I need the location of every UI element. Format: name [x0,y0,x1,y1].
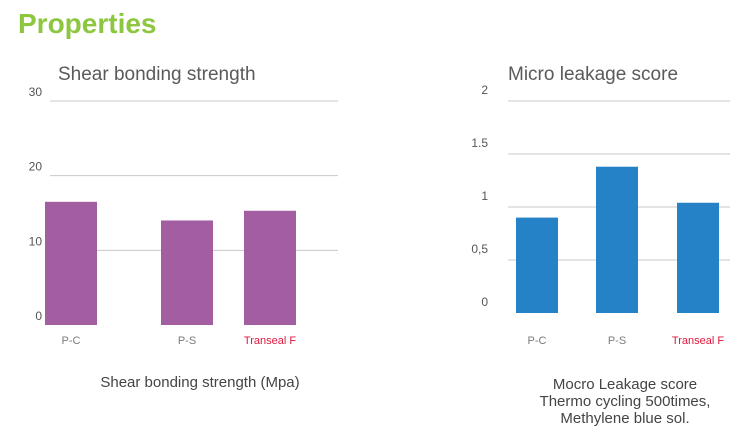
y-tick-label: 0 [481,295,488,309]
shear-bonding-caption: Shear bonding strength (Mpa) [30,374,370,391]
category-label: P-C [528,335,547,347]
bar [161,220,213,325]
caption-line: Shear bonding strength (Mpa) [100,374,300,391]
y-tick-label: 2 [481,83,488,97]
page-title: Properties [18,8,157,39]
bar [596,166,638,313]
bar [677,202,719,313]
chart-title: Shear bonding strength [58,64,256,85]
caption-line: Thermo cycling 500times, [539,393,711,410]
y-tick-label: 10 [29,234,43,248]
micro-leakage-caption: Mocro Leakage score Thermo cycling 500ti… [500,376,750,427]
bar [516,217,558,313]
bar [244,210,296,325]
y-tick-label: 0 [35,309,42,323]
chart-title: Micro leakage score [508,64,678,85]
y-tick-label: 0,5 [471,242,488,256]
y-tick-label: 1.5 [471,136,488,150]
category-label: P-C [62,335,81,347]
caption-line: Methylene blue sol. [560,410,690,427]
y-tick-label: 20 [29,160,43,174]
caption-line: Mocro Leakage score [552,376,698,393]
category-label: P-S [178,335,196,347]
y-tick-label: 1 [481,189,488,203]
category-label: P-S [608,335,626,347]
category-label: Transeal F [244,335,296,347]
category-label: Transeal F [672,335,724,347]
bar [45,201,97,325]
y-tick-label: 30 [29,85,43,99]
